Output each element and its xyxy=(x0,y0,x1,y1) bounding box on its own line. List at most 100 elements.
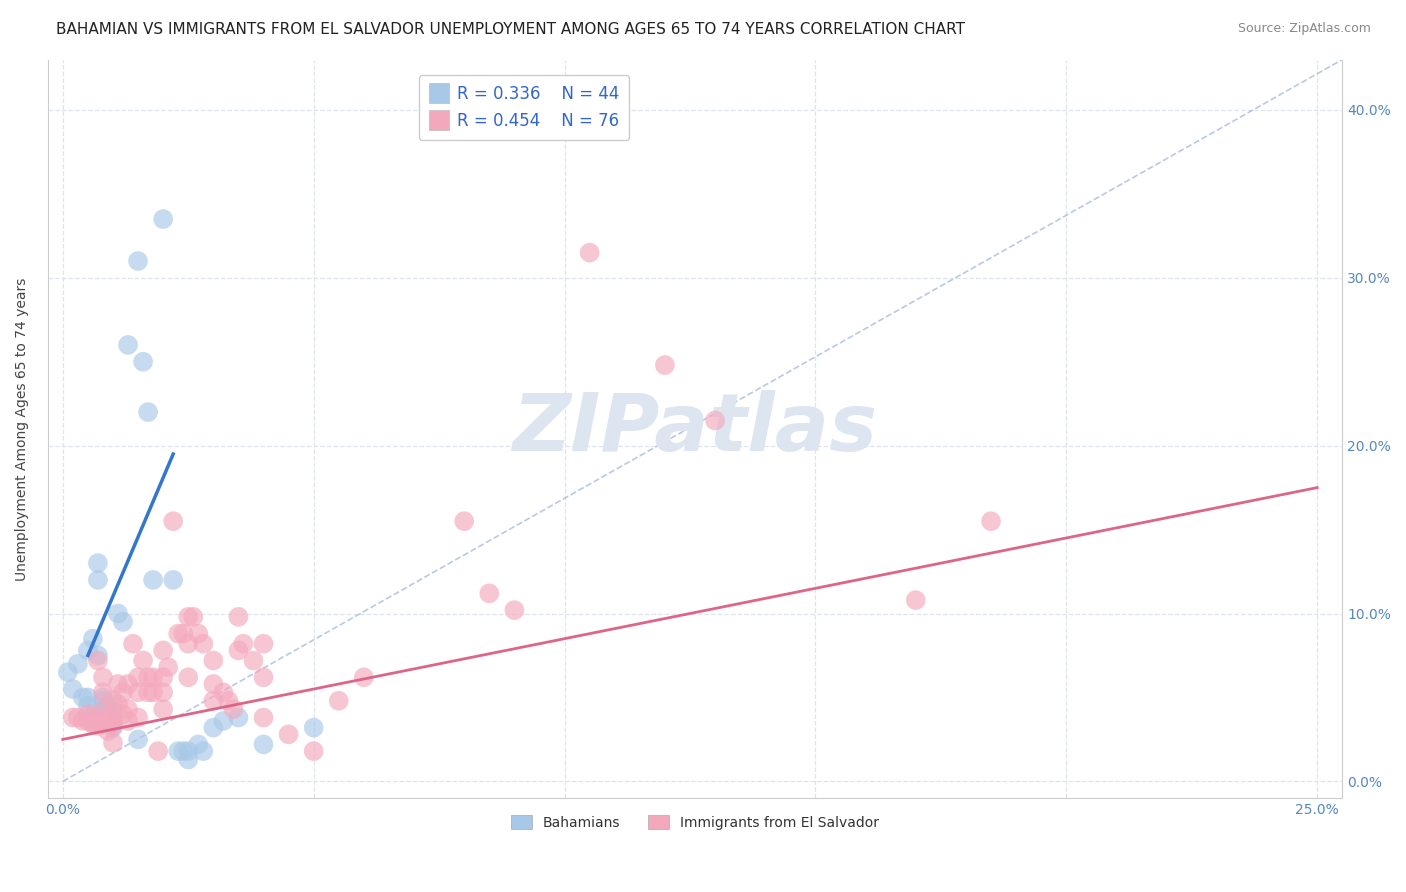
Point xyxy=(101,694,124,708)
Point xyxy=(181,610,204,624)
Point xyxy=(193,637,215,651)
Point xyxy=(152,685,174,699)
Point xyxy=(87,556,110,570)
Point xyxy=(117,338,139,352)
Point xyxy=(91,685,114,699)
Point xyxy=(142,685,165,699)
Point xyxy=(453,514,475,528)
Point xyxy=(122,637,145,651)
Point xyxy=(111,615,134,629)
Point xyxy=(202,694,225,708)
Point xyxy=(980,514,1002,528)
Point xyxy=(62,710,84,724)
Point xyxy=(107,697,129,711)
Point xyxy=(232,637,254,651)
Point xyxy=(222,702,245,716)
Point xyxy=(252,670,274,684)
Point xyxy=(82,707,104,722)
Point xyxy=(91,690,114,705)
Point xyxy=(72,690,94,705)
Point xyxy=(101,715,124,730)
Point xyxy=(152,670,174,684)
Point xyxy=(101,710,124,724)
Point xyxy=(212,714,235,728)
Point xyxy=(132,653,155,667)
Point xyxy=(87,719,110,733)
Point xyxy=(91,704,114,718)
Point xyxy=(82,715,104,730)
Point xyxy=(127,670,149,684)
Point xyxy=(167,744,190,758)
Point xyxy=(478,586,501,600)
Point xyxy=(91,704,114,718)
Point xyxy=(117,702,139,716)
Point xyxy=(91,670,114,684)
Point xyxy=(177,744,200,758)
Point xyxy=(142,573,165,587)
Point xyxy=(127,254,149,268)
Point xyxy=(77,690,100,705)
Point xyxy=(152,212,174,227)
Point xyxy=(157,660,180,674)
Point xyxy=(578,245,600,260)
Y-axis label: Unemployment Among Ages 65 to 74 years: Unemployment Among Ages 65 to 74 years xyxy=(15,277,30,581)
Point xyxy=(66,710,89,724)
Point xyxy=(87,653,110,667)
Point xyxy=(277,727,299,741)
Point xyxy=(242,653,264,667)
Point xyxy=(704,413,727,427)
Point xyxy=(87,573,110,587)
Point xyxy=(146,744,169,758)
Point xyxy=(162,514,184,528)
Point xyxy=(302,744,325,758)
Text: Source: ZipAtlas.com: Source: ZipAtlas.com xyxy=(1237,22,1371,36)
Point xyxy=(904,593,927,607)
Point xyxy=(107,607,129,621)
Point xyxy=(503,603,526,617)
Point xyxy=(127,710,149,724)
Point xyxy=(152,643,174,657)
Point xyxy=(162,573,184,587)
Point xyxy=(177,610,200,624)
Point xyxy=(136,685,159,699)
Point xyxy=(202,721,225,735)
Point xyxy=(101,710,124,724)
Point xyxy=(142,670,165,684)
Point xyxy=(202,677,225,691)
Text: ZIPatlas: ZIPatlas xyxy=(513,390,877,468)
Text: BAHAMIAN VS IMMIGRANTS FROM EL SALVADOR UNEMPLOYMENT AMONG AGES 65 TO 74 YEARS C: BAHAMIAN VS IMMIGRANTS FROM EL SALVADOR … xyxy=(56,22,966,37)
Point xyxy=(56,665,79,680)
Point xyxy=(111,707,134,722)
Point xyxy=(217,694,239,708)
Point xyxy=(97,724,120,739)
Point xyxy=(101,704,124,718)
Point xyxy=(654,358,676,372)
Point xyxy=(77,643,100,657)
Point xyxy=(101,736,124,750)
Legend: Bahamians, Immigrants from El Salvador: Bahamians, Immigrants from El Salvador xyxy=(505,810,884,836)
Point xyxy=(82,710,104,724)
Point xyxy=(91,694,114,708)
Point xyxy=(101,719,124,733)
Point xyxy=(82,717,104,731)
Point xyxy=(187,738,209,752)
Point xyxy=(252,710,274,724)
Point xyxy=(172,744,194,758)
Point xyxy=(228,610,250,624)
Point xyxy=(117,677,139,691)
Point xyxy=(111,685,134,699)
Point xyxy=(252,637,274,651)
Point xyxy=(97,704,120,718)
Point xyxy=(117,714,139,728)
Point xyxy=(77,698,100,713)
Point xyxy=(172,626,194,640)
Point xyxy=(212,685,235,699)
Point xyxy=(127,732,149,747)
Point xyxy=(77,714,100,728)
Point xyxy=(82,632,104,646)
Point xyxy=(87,648,110,663)
Point xyxy=(167,626,190,640)
Point xyxy=(77,707,100,722)
Point xyxy=(66,657,89,671)
Point xyxy=(127,685,149,699)
